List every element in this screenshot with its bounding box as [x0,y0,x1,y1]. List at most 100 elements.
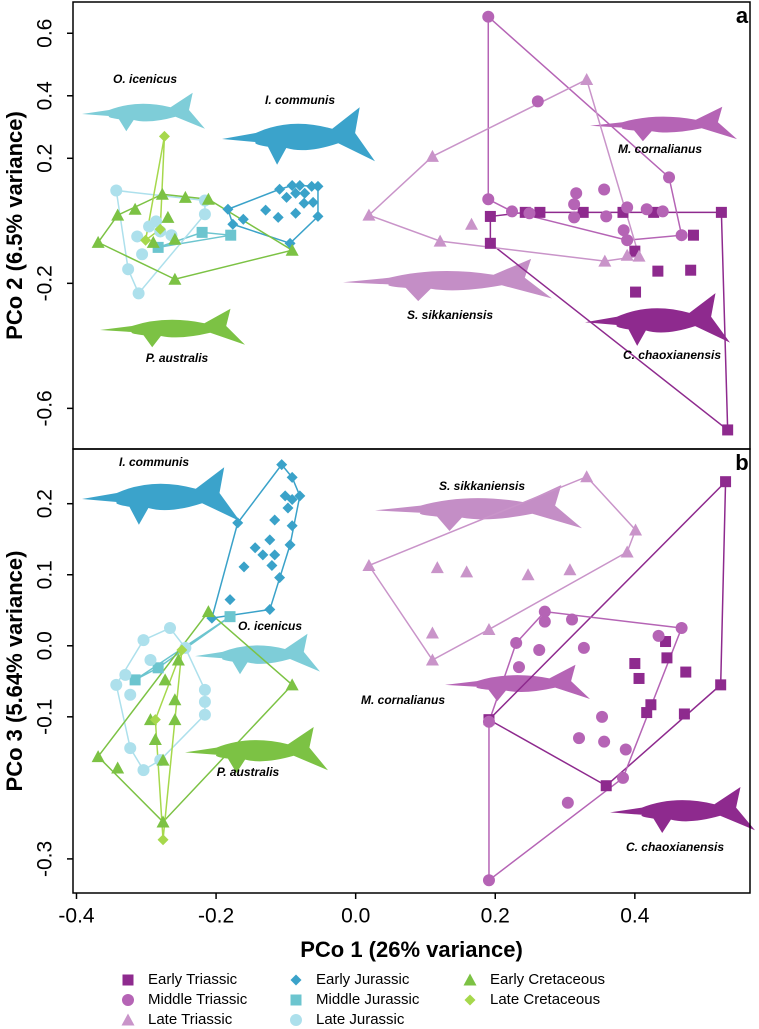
point [111,208,125,221]
point [238,561,250,573]
point [425,653,439,666]
point [629,523,643,536]
point [648,206,660,218]
point [616,771,629,784]
point [680,666,692,678]
silhouette [185,727,328,773]
point [621,201,634,214]
point [132,287,145,300]
point [538,605,551,618]
y-tick-label: 0.6 [34,19,57,48]
species-label: C. chaoxianensis [626,840,724,854]
point [272,211,284,223]
point [678,708,690,720]
legend-marker [290,994,302,1006]
point [91,750,105,763]
point [224,594,236,606]
species-label: S. sikkaniensis [439,479,525,493]
point [257,549,269,561]
point [645,699,657,711]
hull [97,610,294,824]
point [266,560,278,572]
point [198,683,211,696]
point [154,223,166,235]
x-tick-label: -0.2 [198,905,234,928]
silhouette [222,107,375,165]
point [600,780,612,792]
species-label: I. communis [265,93,335,107]
point [198,708,211,721]
point [286,493,298,505]
hull [367,78,640,262]
point [110,678,123,691]
legend-marker [290,1014,302,1026]
point [660,636,672,648]
silhouette [82,92,205,132]
point [580,73,594,86]
point [146,235,160,248]
point [137,634,150,647]
point [282,502,294,514]
point [274,183,286,195]
point [298,197,310,209]
point [286,520,298,532]
point [224,611,236,623]
point [563,563,577,576]
point [641,707,653,719]
point [284,539,296,551]
point [484,237,496,249]
x-tick-label: 0.4 [620,905,650,928]
point [465,217,479,230]
point [620,545,634,558]
y-axis-label: PCo 2 (6.5% variance) [2,111,27,340]
point [312,180,324,192]
point [617,224,630,237]
point [533,644,546,657]
silhouette [375,485,582,531]
species-label: I. communis [119,455,189,469]
legend-label: Middle Jurassic [316,991,420,1008]
point [521,568,535,581]
point [119,668,132,681]
point [510,636,523,649]
point [227,218,239,230]
point [178,190,192,203]
point [269,549,281,561]
point [157,834,169,846]
point [531,95,544,108]
point [156,753,170,766]
silhouette [590,106,737,142]
legend-label: Late Triassic [148,1011,233,1028]
point [91,235,105,248]
point [715,206,727,218]
point [600,210,613,223]
legend-label: Late Jurassic [316,1011,405,1028]
y-tick-label: 0.0 [34,631,57,660]
point [201,192,215,205]
point [720,476,732,488]
point [168,232,182,245]
point [158,130,170,142]
x-tick-label: -0.4 [58,905,95,928]
species-label: C. chaoxianensis [623,348,721,362]
point [168,693,182,706]
point [198,695,211,708]
point [425,149,439,162]
point [512,661,525,674]
point [621,234,634,247]
point [294,490,306,502]
point [168,272,182,285]
species-label: P. australis [146,351,209,365]
silhouette [610,787,755,833]
y-tick-label: -0.6 [34,390,57,426]
point [269,514,281,526]
point [652,265,664,277]
point [620,248,634,261]
point [577,206,589,218]
legend-marker [290,974,302,986]
x-tick-label: 0.0 [341,905,370,928]
species-label: M. cornalianus [618,142,702,156]
point [137,764,150,777]
point [663,171,676,184]
